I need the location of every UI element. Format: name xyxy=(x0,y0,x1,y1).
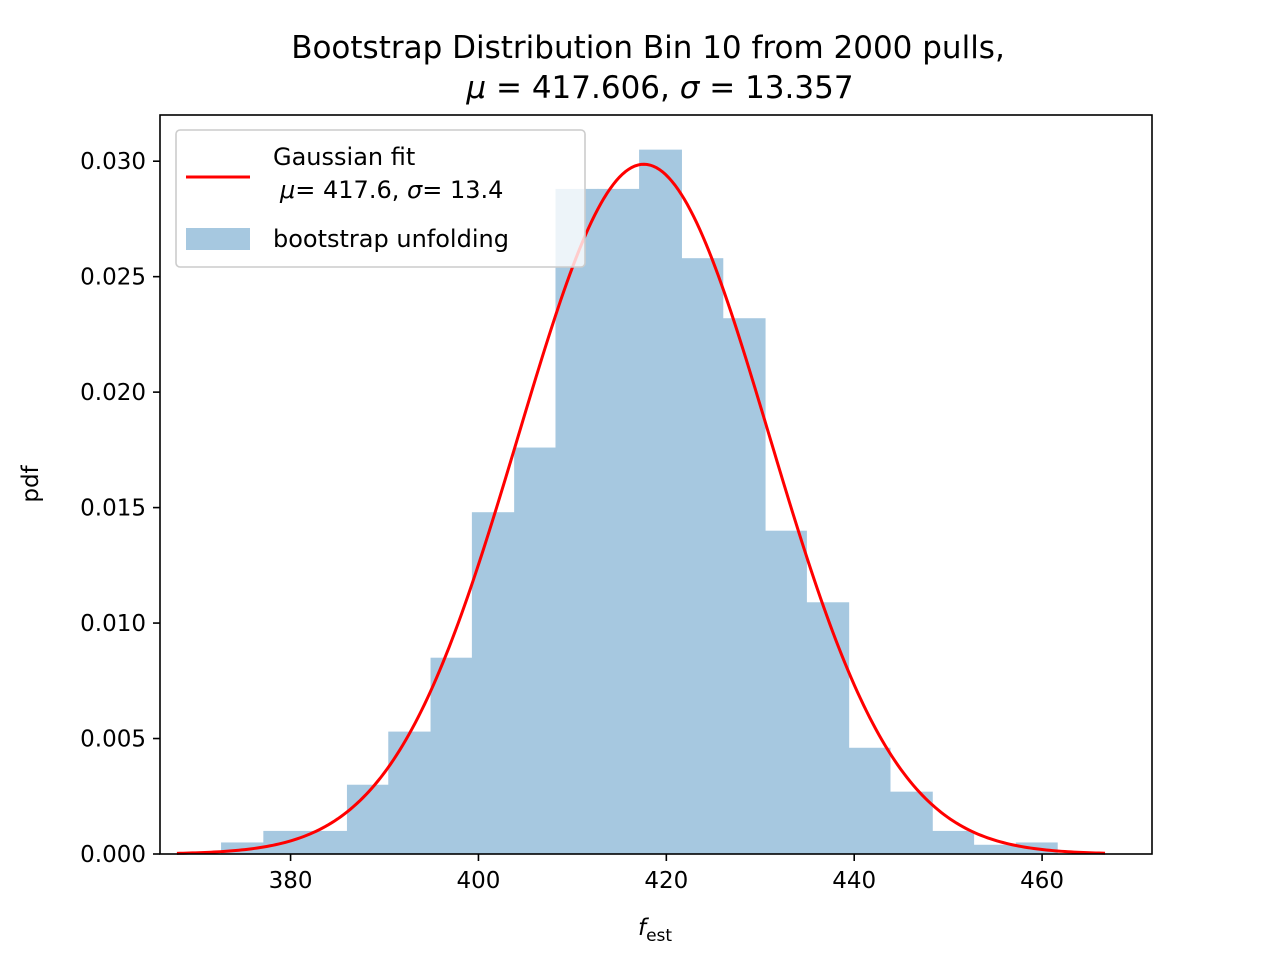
histogram-bar xyxy=(304,830,348,854)
x-axis-label-main: f xyxy=(638,915,649,941)
histogram-bar xyxy=(764,530,807,854)
chart-title-line2: μ = 417.606, σ = 13.357 xyxy=(465,70,853,106)
histogram-bar xyxy=(639,149,682,854)
histogram-bar xyxy=(848,747,891,854)
title-mu-value: = 417.606, xyxy=(486,70,680,106)
histogram-bar xyxy=(221,842,264,854)
y-tick-label: 0.020 xyxy=(80,380,146,406)
y-axis-ticks: 0.000 0.005 0.010 0.015 0.020 0.025 0.030 xyxy=(80,149,160,868)
chart-title-line1: Bootstrap Distribution Bin 10 from 2000 … xyxy=(291,30,1005,66)
y-tick-label: 0.010 xyxy=(80,611,146,637)
legend-mu-value: = 417.6, xyxy=(295,176,407,204)
gaussian-fit-curve xyxy=(176,162,1106,855)
histogram-bar xyxy=(430,657,473,854)
legend: Gaussian fit μ= 417.6, σ= 13.4 bootstrap… xyxy=(175,129,586,268)
histogram-bars xyxy=(221,149,1058,855)
histogram-bar xyxy=(889,791,933,854)
histogram-bar xyxy=(681,258,724,854)
x-tick-label: 460 xyxy=(1020,868,1064,894)
histogram-bar xyxy=(932,830,975,854)
x-tick-label: 380 xyxy=(269,868,313,894)
x-axis-ticks: 380 400 420 440 460 xyxy=(269,854,1064,894)
legend-histogram-label: bootstrap unfolding xyxy=(273,225,509,253)
x-axis-label: fest xyxy=(638,915,672,946)
title-sigma-symbol: σ xyxy=(680,70,701,106)
histogram-bar xyxy=(388,731,432,854)
y-tick-label: 0.005 xyxy=(80,727,146,753)
legend-fit-label-line2: μ= 417.6, σ= 13.4 xyxy=(279,176,503,204)
title-mu-symbol: μ xyxy=(465,70,486,106)
legend-fit-label-line1: Gaussian fit xyxy=(273,143,415,171)
x-tick-label: 400 xyxy=(457,868,501,894)
y-tick-label: 0.000 xyxy=(80,842,146,868)
plot-frame xyxy=(159,114,1153,855)
legend-sigma-symbol: σ xyxy=(407,176,423,204)
title-sigma-value: = 13.357 xyxy=(699,70,853,106)
y-tick-label: 0.015 xyxy=(80,496,146,522)
histogram-bar xyxy=(722,318,766,855)
legend-sigma-value: = 13.4 xyxy=(422,176,503,204)
histogram-bar xyxy=(806,602,850,854)
y-tick-label: 0.025 xyxy=(80,265,146,291)
legend-histogram-swatch xyxy=(186,228,250,250)
histogram-bar xyxy=(514,447,557,854)
histogram-bar xyxy=(973,844,1017,854)
y-tick-label: 0.030 xyxy=(80,149,146,175)
histogram-bar xyxy=(346,784,389,854)
y-axis-label: pdf xyxy=(18,464,44,502)
histogram-bar xyxy=(471,512,515,854)
legend-box xyxy=(175,129,586,268)
x-axis-label-subscript: est xyxy=(646,926,672,946)
x-tick-label: 420 xyxy=(644,868,688,894)
x-tick-label: 440 xyxy=(832,868,876,894)
histogram-bar xyxy=(597,188,640,854)
histogram-bar xyxy=(555,188,599,854)
legend-mu-symbol: μ xyxy=(279,176,295,204)
